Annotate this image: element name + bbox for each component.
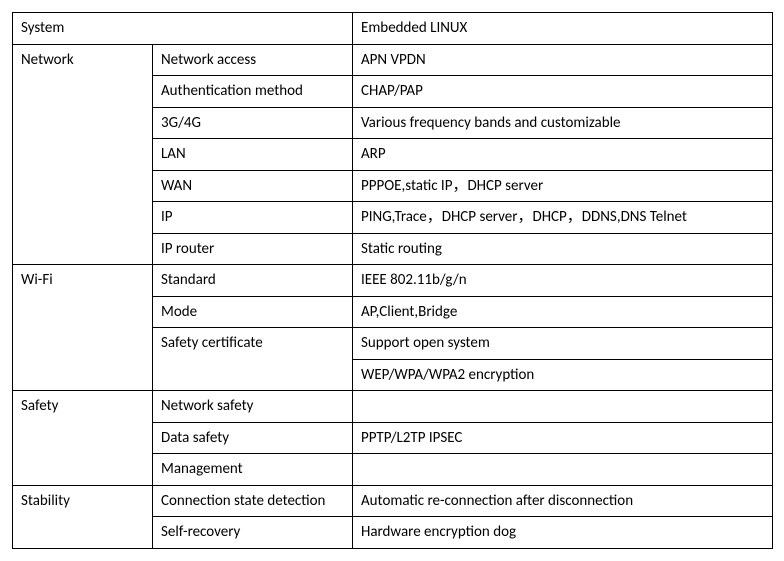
param-name: LAN — [153, 139, 353, 171]
param-value: PPTP/L2TP IPSEC — [353, 422, 773, 454]
param-value — [353, 391, 773, 423]
table-row: NetworkNetwork accessAPN VPDN — [13, 44, 773, 76]
param-name: Safety certificate — [153, 328, 353, 391]
param-value — [353, 454, 773, 486]
param-value: Hardware encryption dog — [353, 517, 773, 549]
param-value: Automatic re-connection after disconnect… — [353, 485, 773, 517]
param-name: Data safety — [153, 422, 353, 454]
param-name: Mode — [153, 296, 353, 328]
param-name: WAN — [153, 170, 353, 202]
param-value: Various frequency bands and customizable — [353, 107, 773, 139]
param-value: PPPOE,static IP，DHCP server — [353, 170, 773, 202]
param-name: Standard — [153, 265, 353, 297]
param-value: CHAP/PAP — [353, 76, 773, 108]
param-name: IP — [153, 202, 353, 234]
param-value: IEEE 802.11b/g/n — [353, 265, 773, 297]
group-name: Network — [13, 44, 153, 265]
param-value: PING,Trace，DHCP server，DHCP，DDNS,DNS Tel… — [353, 202, 773, 234]
param-name: Connection state detection — [153, 485, 353, 517]
spec-table: SystemEmbedded LINUXNetworkNetwork acces… — [12, 12, 773, 549]
param-name: 3G/4G — [153, 107, 353, 139]
system-value: Embedded LINUX — [353, 13, 773, 45]
table-row: StabilityConnection state detectionAutom… — [13, 485, 773, 517]
group-name: Wi-Fi — [13, 265, 153, 391]
param-value: Support open system — [353, 328, 773, 360]
param-name: IP router — [153, 233, 353, 265]
spec-table-body: SystemEmbedded LINUXNetworkNetwork acces… — [13, 13, 773, 549]
param-name: Network safety — [153, 391, 353, 423]
table-row: Wi-FiStandardIEEE 802.11b/g/n — [13, 265, 773, 297]
param-value: ARP — [353, 139, 773, 171]
param-name: Network access — [153, 44, 353, 76]
table-row: SafetyNetwork safety — [13, 391, 773, 423]
param-name: Authentication method — [153, 76, 353, 108]
system-label: System — [13, 13, 353, 45]
param-name: Self-recovery — [153, 517, 353, 549]
group-name: Safety — [13, 391, 153, 486]
param-name: Management — [153, 454, 353, 486]
param-value: AP,Client,Bridge — [353, 296, 773, 328]
table-row: SystemEmbedded LINUX — [13, 13, 773, 45]
param-value: APN VPDN — [353, 44, 773, 76]
param-value: WEP/WPA/WPA2 encryption — [353, 359, 773, 391]
param-value: Static routing — [353, 233, 773, 265]
